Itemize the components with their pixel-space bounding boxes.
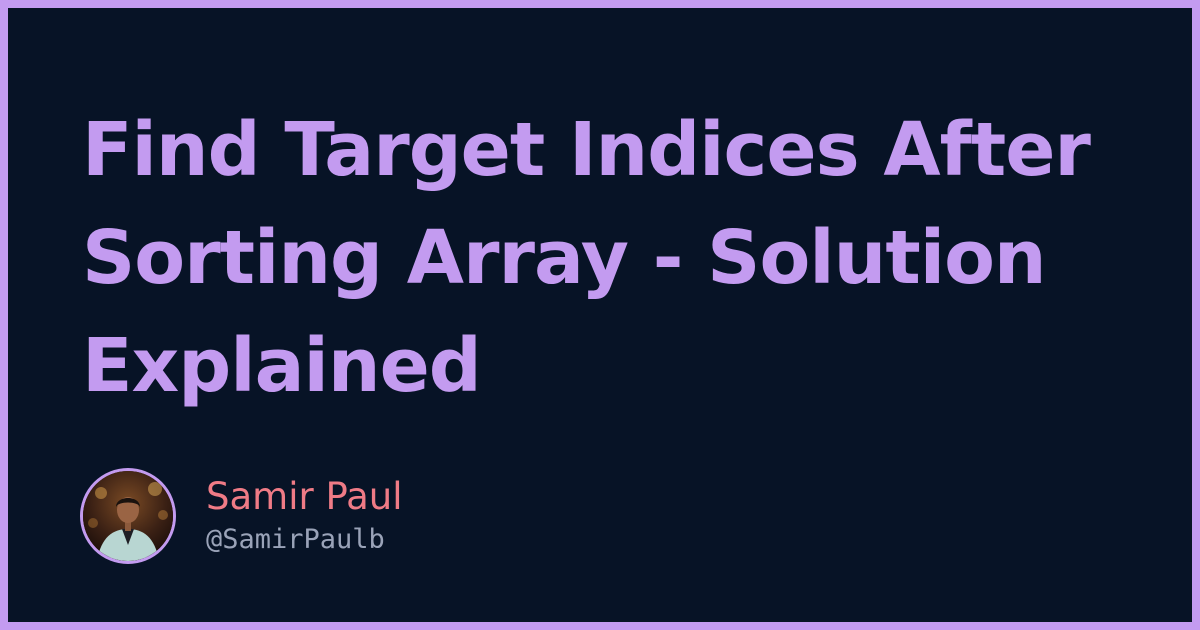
author-photo-icon	[83, 471, 173, 561]
post-title: Find Target Indices After Sorting Array …	[82, 107, 1091, 409]
author-handle: @SamirPaulb	[206, 524, 385, 555]
author-info: Samir Paul @SamirPaulb	[206, 474, 403, 558]
author-avatar-icon	[80, 468, 176, 564]
author-name: Samir Paul	[206, 475, 403, 518]
author-block: Samir Paul @SamirPaulb	[80, 466, 403, 566]
